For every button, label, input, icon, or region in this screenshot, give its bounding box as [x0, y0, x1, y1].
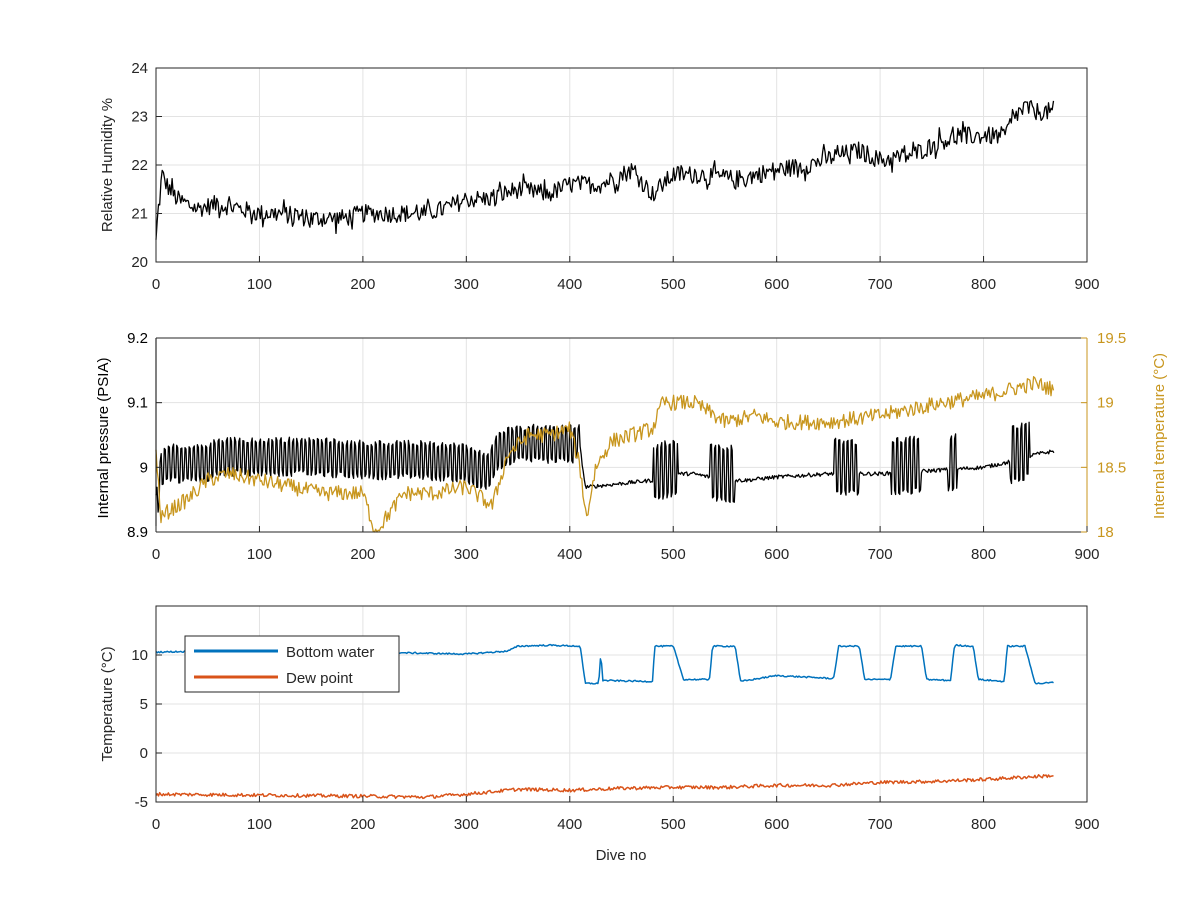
x-tick-label: 600 [764, 276, 789, 293]
series-line-p1-s0 [155, 421, 1055, 513]
series-line-dew-point [155, 774, 1054, 800]
x-tick-label: 900 [1074, 546, 1099, 563]
pressure-y-ticks: 8.9 9 9.1 9.2 [127, 330, 162, 541]
x-tick-label: 300 [454, 816, 479, 833]
temperature-x-ticks: 0 100 200 300 400 500 600 700 800 900 [152, 796, 1100, 833]
x-tick-label: 800 [971, 276, 996, 293]
temperature-y-label: Temperature (°C) [99, 646, 116, 761]
y-tick-label: 9.2 [127, 330, 148, 347]
humidity-series [155, 100, 1055, 240]
x-tick-label: 200 [350, 816, 375, 833]
y-tick-label: 24 [131, 60, 148, 77]
legend-label-dew-point: Dew point [286, 670, 354, 687]
x-tick-label: 300 [454, 276, 479, 293]
x-tick-label: 900 [1074, 816, 1099, 833]
pressure-y-label: Internal pressure (PSIA) [95, 358, 112, 519]
right-tick-label: 18 [1097, 524, 1114, 541]
x-tick-label: 700 [868, 546, 893, 563]
y-tick-label: 9.1 [127, 395, 148, 412]
x-tick-label: 800 [971, 816, 996, 833]
y-tick-label: -5 [135, 794, 148, 811]
temperature-right-ticks: 18 18.5 19 19.5 [1081, 330, 1126, 541]
pressure-panel: 0 100 200 300 400 500 600 700 800 900 8.999.19.2 … [95, 330, 1168, 563]
x-tick-label: 300 [454, 546, 479, 563]
y-tick-label: 20 [131, 254, 148, 271]
x-tick-label: 500 [661, 276, 686, 293]
pressure-series [155, 376, 1055, 533]
right-tick-label: 19 [1097, 395, 1114, 412]
series-line-p1-s1 [155, 376, 1055, 533]
x-tick-label: 600 [764, 816, 789, 833]
y-tick-label: 8.9 [127, 524, 148, 541]
x-tick-label: 900 [1074, 276, 1099, 293]
y-tick-label: 22 [131, 157, 148, 174]
x-tick-label: 100 [247, 816, 272, 833]
y-tick-label: 23 [131, 109, 148, 126]
legend: Bottom water Dew point [184, 635, 400, 693]
x-tick-label: 100 [247, 546, 272, 563]
pressure-x-ticks: 0 100 200 300 400 500 600 700 800 900 [152, 526, 1100, 563]
temperature-y-ticks: -5 0 5 10 [131, 647, 162, 811]
x-tick-label: 100 [247, 276, 272, 293]
y-tick-label: 0 [140, 745, 148, 762]
y-tick-label: 5 [140, 696, 148, 713]
humidity-y-label: Relative Humidity % [99, 98, 116, 232]
x-tick-label: 500 [661, 816, 686, 833]
x-tick-label: 500 [661, 546, 686, 563]
legend-label-bottom-water: Bottom water [286, 644, 374, 661]
x-tick-label: 200 [350, 546, 375, 563]
y-tick-label: 9 [140, 459, 148, 476]
x-tick-label: 400 [557, 816, 582, 833]
x-tick-label: 700 [868, 816, 893, 833]
x-tick-label: 700 [868, 276, 893, 293]
humidity-x-ticks: 0 100 200 300 400 500 600 700 800 900 [152, 256, 1100, 293]
x-tick-label: 200 [350, 276, 375, 293]
temperature-right-label: Internal temperature (°C) [1151, 353, 1168, 519]
humidity-panel: 0 100 200 300 400 500 600 700 800 900 2021222324 … [99, 60, 1100, 293]
x-tick-label: 0 [152, 816, 160, 833]
humidity-y-ticks: 20 21 22 23 24 [131, 60, 162, 271]
legend-box [184, 635, 400, 693]
x-axis-label: Dive no [596, 847, 647, 864]
x-tick-label: 0 [152, 276, 160, 293]
y-tick-label: 21 [131, 206, 148, 223]
right-tick-label: 19.5 [1097, 330, 1126, 347]
y-tick-label: 10 [131, 647, 148, 664]
x-tick-label: 800 [971, 546, 996, 563]
x-tick-label: 400 [557, 546, 582, 563]
series-line-p0-s0 [155, 100, 1055, 240]
right-tick-label: 18.5 [1097, 459, 1126, 476]
x-tick-label: 0 [152, 546, 160, 563]
x-tick-label: 600 [764, 546, 789, 563]
x-tick-label: 400 [557, 276, 582, 293]
